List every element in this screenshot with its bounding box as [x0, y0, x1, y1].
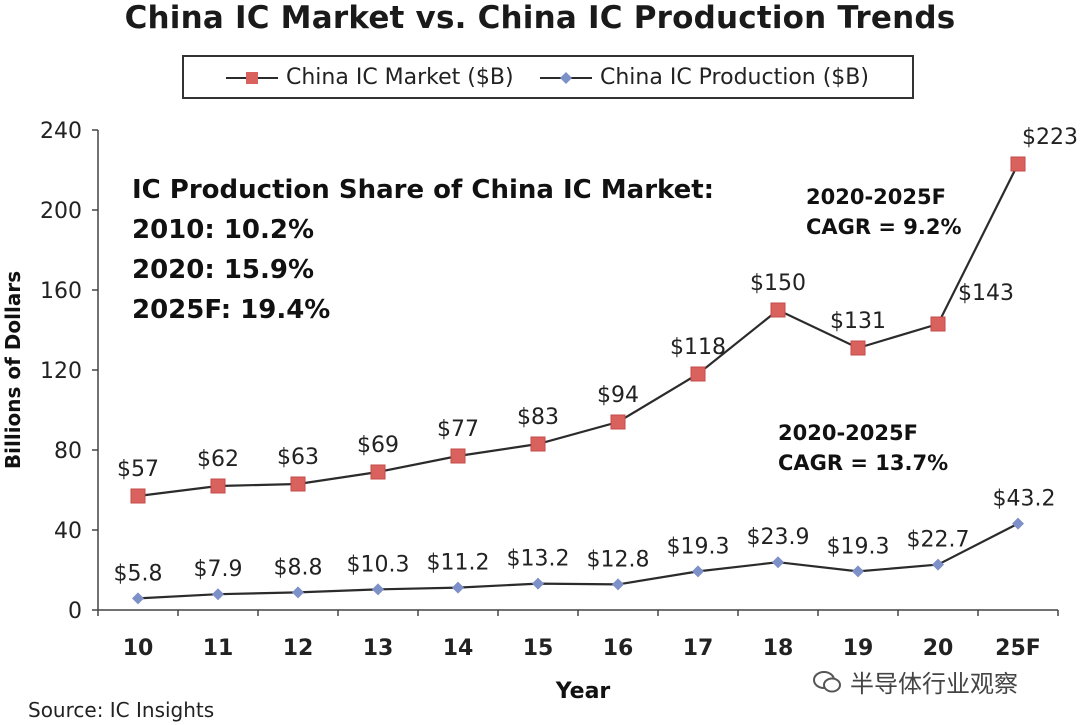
production-data-label: $7.9 [194, 557, 243, 582]
x-tick-label: 17 [683, 636, 714, 661]
production-data-label: $13.2 [507, 547, 570, 572]
market-data-label: $143 [958, 281, 1014, 306]
legend-item-market: China IC Market ($B) [224, 65, 514, 90]
market-point [1010, 156, 1026, 172]
market-data-label: $69 [357, 433, 399, 458]
market-data-label: $77 [437, 417, 479, 442]
market-point [850, 340, 866, 356]
x-tick-label: 11 [203, 636, 234, 661]
market-point [210, 478, 226, 494]
market-data-label: $83 [517, 405, 559, 430]
production-data-label: $22.7 [907, 528, 970, 553]
production-point [1012, 517, 1024, 530]
x-tick-label: 20 [923, 636, 954, 661]
production-data-label: $10.3 [347, 552, 410, 577]
market-point [610, 414, 626, 430]
production-point [612, 578, 624, 591]
x-tick-label: 10 [123, 636, 154, 661]
x-tick-label: 16 [603, 636, 634, 661]
y-axis-title: Billions of Dollars [1, 271, 25, 469]
legend-market-marker-icon [226, 71, 278, 84]
market-data-label: $57 [117, 457, 159, 482]
production-data-label: $19.3 [827, 534, 890, 559]
market-cagr-annotation: 2020-2025F CAGR = 9.2% [806, 182, 962, 242]
legend-label-production: China IC Production ($B) [600, 65, 869, 90]
y-tick-label: 0 [68, 599, 82, 624]
production-cagr-annotation: 2020-2025F CAGR = 13.7% [778, 418, 948, 478]
production-cagr-value: CAGR = 13.7% [778, 451, 949, 475]
legend-item-production: China IC Production ($B) [538, 65, 869, 90]
production-point [692, 565, 704, 578]
production-data-label: $23.9 [747, 525, 810, 550]
legend-production-marker-icon [540, 71, 592, 84]
share-annotation: IC Production Share of China IC Market: … [132, 170, 714, 330]
series-line-production [137, 522, 1019, 600]
market-point [690, 366, 706, 382]
production-cagr-period: 2020-2025F [778, 421, 918, 445]
watermark: 半导体行业观察 [812, 664, 1018, 699]
y-tick-label: 200 [40, 199, 82, 224]
production-point [132, 592, 144, 605]
production-data-label: $19.3 [667, 534, 730, 559]
production-point [532, 577, 544, 590]
x-tick-label: 15 [523, 636, 554, 661]
production-data-label: $12.8 [587, 547, 650, 572]
x-tick-label: 12 [283, 636, 314, 661]
market-point [130, 488, 146, 504]
legend: China IC Market ($B) China IC Production… [182, 55, 914, 99]
share-2025: 2025F: 19.4% [132, 295, 331, 325]
y-tick-label: 160 [40, 279, 82, 304]
market-point [370, 464, 386, 480]
market-data-label: $94 [597, 383, 639, 408]
x-tick-label: 25F [995, 636, 1041, 661]
x-axis-title: Year [555, 679, 611, 704]
market-point [930, 316, 946, 332]
market-data-label: $223 [1022, 125, 1078, 150]
share-title: IC Production Share of China IC Market: [132, 175, 715, 205]
share-2010: 2010: 10.2% [132, 215, 315, 245]
production-point [452, 581, 464, 594]
production-data-label: $8.8 [274, 555, 323, 580]
production-point [292, 586, 304, 599]
market-data-label: $63 [277, 445, 319, 470]
market-cagr-period: 2020-2025F [806, 185, 946, 209]
production-point [772, 556, 784, 569]
x-tick-label: 13 [363, 636, 394, 661]
share-2020: 2020: 15.9% [132, 255, 315, 285]
legend-label-market: China IC Market ($B) [286, 65, 514, 90]
market-data-label: $118 [670, 335, 726, 360]
chart-title: China IC Market vs. China IC Production … [124, 0, 956, 36]
source-note: Source: IC Insights [28, 698, 215, 722]
y-tick-label: 80 [54, 439, 82, 464]
x-tick-label: 18 [763, 636, 794, 661]
x-tick-label: 14 [443, 636, 474, 661]
market-data-label: $150 [750, 271, 806, 296]
chat-bubble-icon [813, 670, 841, 692]
market-point [770, 302, 786, 318]
market-data-label: $131 [830, 309, 886, 334]
market-point [450, 448, 466, 464]
y-tick-label: 40 [54, 519, 82, 544]
production-data-label: $11.2 [427, 551, 490, 576]
production-data-label: $5.8 [114, 561, 163, 586]
production-data-label: $43.2 [993, 487, 1056, 512]
market-point [290, 476, 306, 492]
y-tick-label: 240 [40, 119, 82, 144]
series-line-market [137, 163, 1019, 498]
production-point [932, 558, 944, 571]
y-tick-label: 120 [40, 359, 82, 384]
production-point [852, 565, 864, 578]
watermark-text: 半导体行业观察 [850, 670, 1018, 698]
market-data-label: $62 [197, 447, 239, 472]
production-point [212, 588, 224, 601]
x-tick-label: 19 [843, 636, 874, 661]
market-point [530, 436, 546, 452]
production-point [372, 583, 384, 596]
market-cagr-value: CAGR = 9.2% [806, 215, 962, 239]
